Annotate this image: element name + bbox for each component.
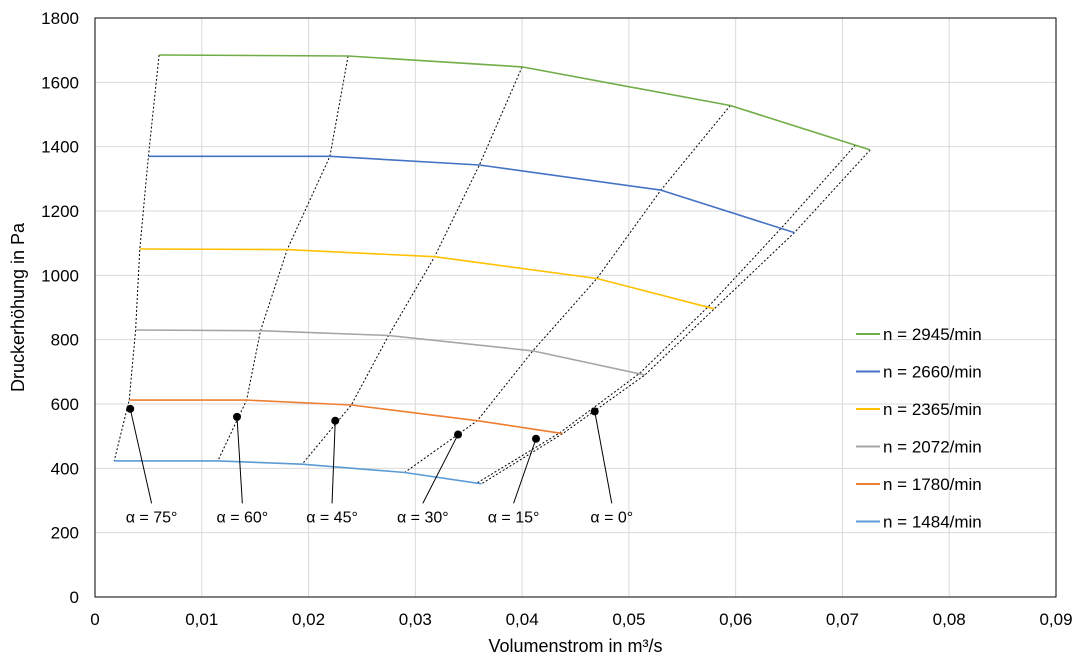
x-tick-label: 0,03 xyxy=(399,610,432,629)
series-line xyxy=(129,399,563,435)
legend: n = 2945/min n = 2660/min n = 2365/min n = … xyxy=(856,325,982,532)
angle-markers: α = 75° α = 60° α = 45° α = 30° α = 15° α = 0… xyxy=(126,404,633,526)
x-axis-title: Volumenstrom in m³/s xyxy=(488,636,662,656)
legend-label: n = 2072/min xyxy=(883,438,982,457)
y-tick-label: 1600 xyxy=(41,73,79,92)
series-lines xyxy=(114,54,871,485)
angle-leader-line xyxy=(594,411,613,504)
angle-leader-line xyxy=(129,408,153,504)
x-tick-label: 0,06 xyxy=(719,610,752,629)
y-tick-label: 800 xyxy=(51,331,79,350)
x-tick-label: 0,08 xyxy=(933,610,966,629)
x-tick-label: 0,02 xyxy=(292,610,325,629)
angle-label: α = 30° xyxy=(397,509,449,526)
angle-lines xyxy=(113,54,871,485)
y-axis-title: Druckerhöhung in Pa xyxy=(8,222,28,392)
tick-labels: 0 0,01 0,02 0,03 0,04 0,05 0,06 0,07 0,08 0,09 0 20… xyxy=(41,9,1072,629)
x-tick-label: 0,05 xyxy=(612,610,645,629)
y-tick-label: 1800 xyxy=(41,9,79,28)
angle-marker xyxy=(454,430,463,439)
angle-label: α = 15° xyxy=(488,509,540,526)
series-line xyxy=(135,329,646,376)
x-tick-label: 0,01 xyxy=(185,610,218,629)
legend-label: n = 2660/min xyxy=(883,363,982,382)
angle-marker xyxy=(531,434,540,443)
angle-marker xyxy=(590,407,599,416)
y-tick-label: 1200 xyxy=(41,202,79,221)
angle-leader-line xyxy=(331,420,336,504)
y-tick-label: 0 xyxy=(70,588,79,607)
x-tick-label: 0 xyxy=(90,610,99,629)
legend-label: n = 1484/min xyxy=(883,513,982,532)
y-tick-label: 400 xyxy=(51,459,79,478)
angle-line xyxy=(301,66,523,465)
angle-line xyxy=(481,149,871,485)
y-tick-label: 600 xyxy=(51,395,79,414)
angle-leader-line xyxy=(422,434,459,504)
legend-label: n = 1780/min xyxy=(883,475,982,494)
angle-line xyxy=(477,144,856,484)
legend-label: n = 2365/min xyxy=(883,400,982,419)
angle-leader-line xyxy=(513,438,537,504)
angle-line xyxy=(217,55,349,462)
x-tick-label: 0,07 xyxy=(826,610,859,629)
x-tick-label: 0,04 xyxy=(506,610,539,629)
y-tick-label: 200 xyxy=(51,524,79,543)
x-tick-label: 0,09 xyxy=(1039,610,1072,629)
y-tick-label: 1000 xyxy=(41,266,79,285)
angle-leader-line xyxy=(236,416,243,504)
angle-marker xyxy=(331,416,340,425)
angle-label: α = 0° xyxy=(590,509,633,526)
y-tick-label: 1400 xyxy=(41,138,79,157)
series-line xyxy=(114,460,482,485)
angle-marker xyxy=(126,404,135,413)
angle-label: α = 60° xyxy=(217,509,269,526)
series-line xyxy=(139,248,715,310)
series-line xyxy=(159,54,871,151)
angle-marker xyxy=(233,412,242,421)
plot-area-frame xyxy=(94,17,1057,598)
series-line xyxy=(148,155,795,234)
angle-label: α = 45° xyxy=(306,509,358,526)
legend-label: n = 2945/min xyxy=(883,325,982,344)
angle-label: α = 75° xyxy=(126,509,178,526)
